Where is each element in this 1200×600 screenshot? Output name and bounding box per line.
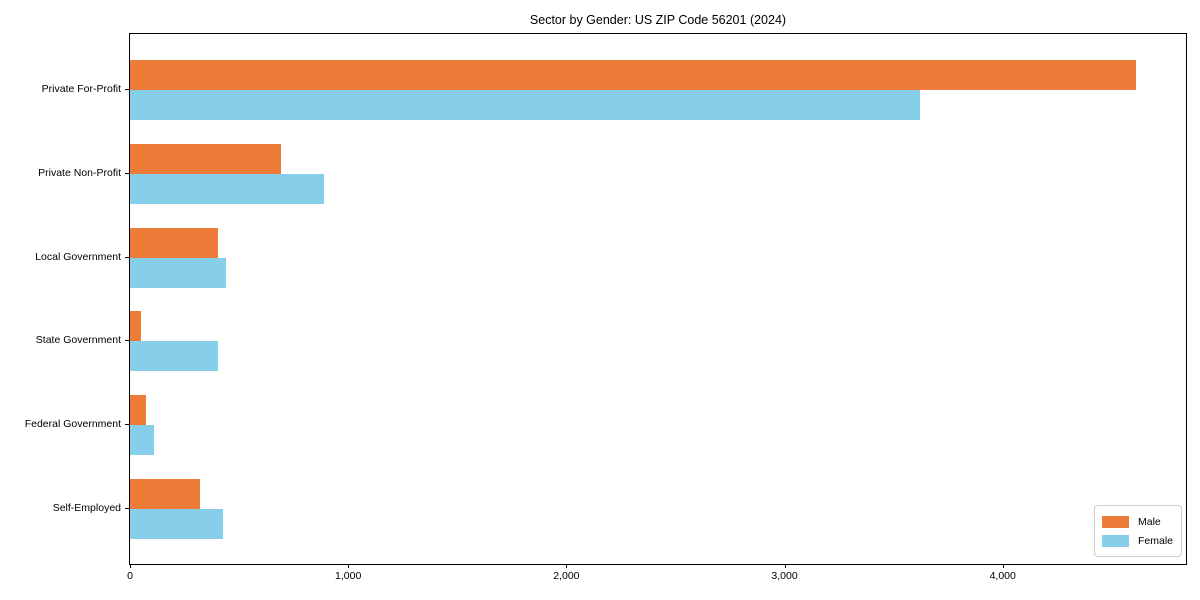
legend: Male Female xyxy=(1093,505,1182,557)
bar-male-federal-government xyxy=(130,395,147,426)
x-axis-tick xyxy=(130,564,131,568)
bar-female-private-non-profit xyxy=(130,173,325,204)
bar-male-local-government xyxy=(130,227,219,258)
y-axis-tick xyxy=(125,424,129,426)
bar-female-state-government xyxy=(130,341,219,372)
bar-female-local-government xyxy=(130,257,226,288)
x-axis-label-3-000: 3,000 xyxy=(771,570,798,582)
bars-layer xyxy=(130,34,1186,564)
legend-swatch-female-icon xyxy=(1101,534,1129,547)
bar-female-federal-government xyxy=(130,425,154,456)
y-axis-tick xyxy=(125,172,129,174)
legend-label-female: Female xyxy=(1137,534,1173,547)
y-axis-tick xyxy=(125,89,129,90)
bar-male-private-non-profit xyxy=(130,143,281,174)
y-axis-label-private-non-profit: Private Non-Profit xyxy=(38,166,121,179)
legend-item-male: Male xyxy=(1101,512,1173,531)
y-axis-label-private-for-profit: Private For-Profit xyxy=(41,83,121,95)
x-axis-tick xyxy=(566,564,568,568)
x-axis-tick xyxy=(348,564,350,568)
y-axis-tick xyxy=(125,256,129,258)
x-axis-tick xyxy=(784,564,786,568)
x-axis-label-1-000: 1,000 xyxy=(335,570,362,582)
bar-male-self-employed xyxy=(130,479,200,509)
plot-area: Male Female xyxy=(129,33,1187,565)
y-axis-label-local-government: Local Government xyxy=(35,250,121,263)
legend-label-male: Male xyxy=(1137,515,1161,528)
chart-title: Sector by Gender: US ZIP Code 56201 (202… xyxy=(529,13,787,27)
legend-swatch-male-icon xyxy=(1101,515,1129,528)
y-axis-label-self-employed: Self-Employed xyxy=(52,502,121,514)
y-axis-tick xyxy=(125,340,129,342)
x-axis-label-4-000: 4,000 xyxy=(989,570,1016,582)
x-axis-label-2-000: 2,000 xyxy=(553,570,580,582)
y-axis-tick xyxy=(125,508,129,509)
y-axis-label-state-government: State Government xyxy=(35,334,121,347)
bar-female-self-employed xyxy=(130,509,223,539)
bar-female-private-for-profit xyxy=(130,90,920,120)
x-axis-tick xyxy=(1002,564,1004,568)
y-axis-label-federal-government: Federal Government xyxy=(24,418,121,431)
legend-item-female: Female xyxy=(1101,531,1173,550)
bar-male-private-for-profit xyxy=(130,60,1136,90)
bar-male-state-government xyxy=(130,311,141,342)
x-axis-label-0: 0 xyxy=(127,570,133,582)
